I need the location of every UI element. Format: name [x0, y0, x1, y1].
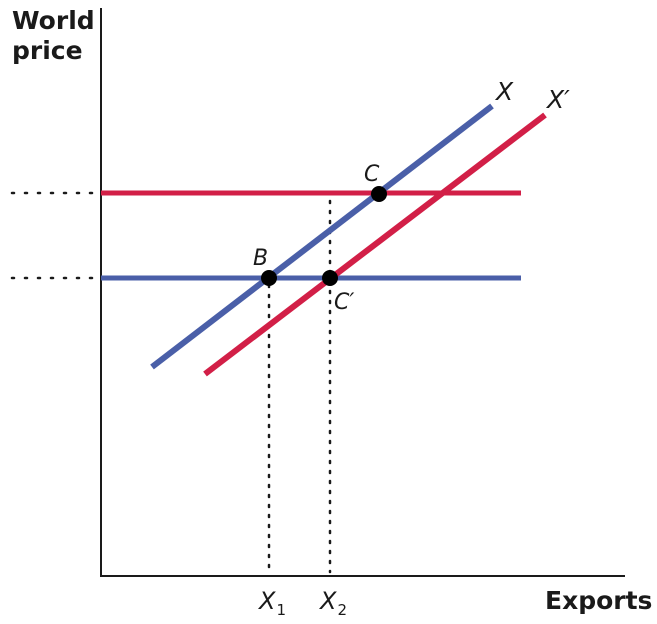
x2-tick-label: X2	[318, 587, 347, 619]
point-c-prime-label: C′	[334, 290, 354, 315]
y-axis-title-line2: price	[12, 36, 83, 65]
point-c-label: C	[364, 162, 380, 187]
point-b-label: B	[253, 246, 268, 271]
curve-x-label: X	[494, 77, 514, 106]
x1-tick-base: X	[257, 587, 276, 615]
curve-x-prime-label: X′	[545, 85, 570, 114]
x-axis-title: Exports	[545, 586, 653, 615]
x1-tick-sub: 1	[276, 601, 286, 619]
y-axis-title-line1: World	[12, 6, 95, 35]
point-c-prime	[322, 270, 338, 286]
curve-x-prime	[203, 112, 547, 377]
x2-tick-base: X	[318, 587, 337, 615]
curve-x	[150, 103, 494, 370]
point-c	[371, 186, 387, 202]
y-axis-title: World price	[12, 6, 95, 66]
x2-tick-sub: 2	[337, 601, 347, 619]
x1-tick-label: X1	[257, 587, 286, 619]
point-b	[261, 270, 277, 286]
